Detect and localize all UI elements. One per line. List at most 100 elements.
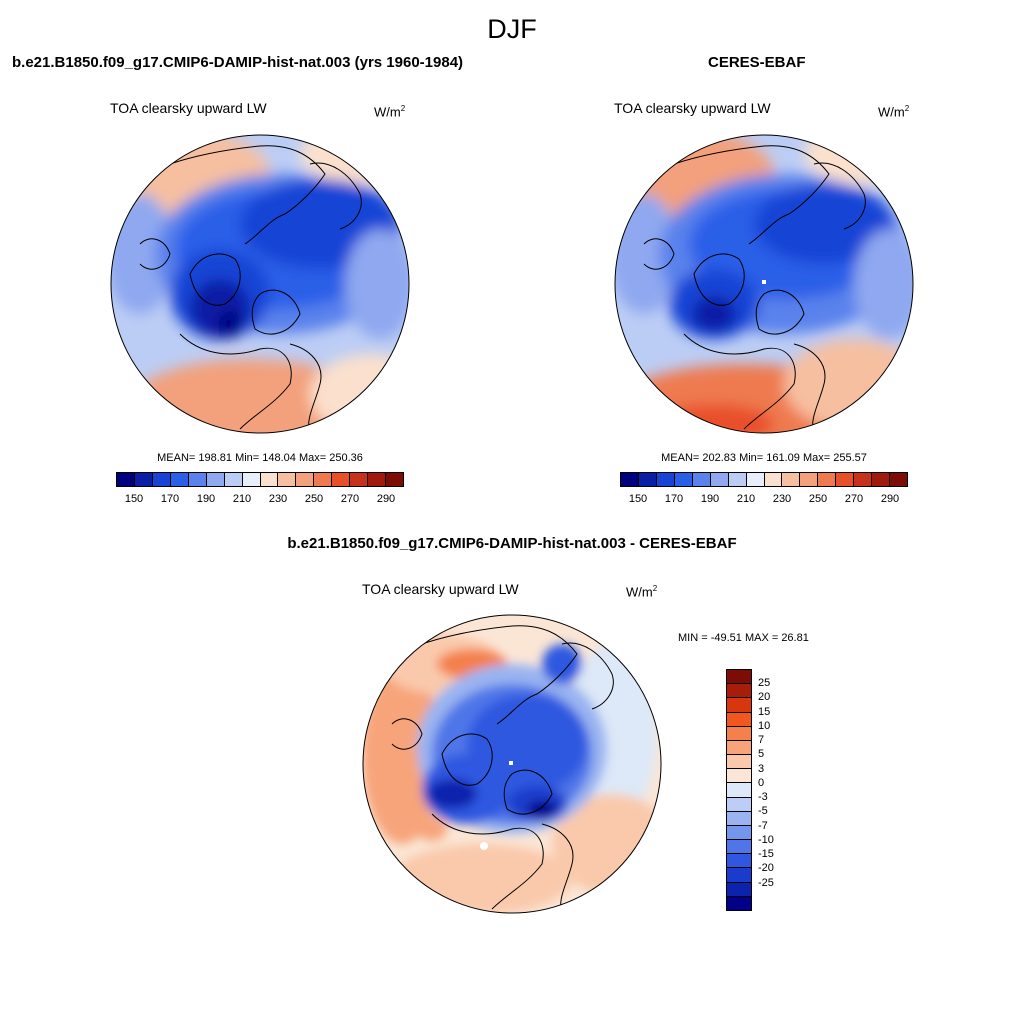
colorbar-swatch <box>872 473 891 486</box>
colorbar-swatch <box>242 473 261 486</box>
colorbar-swatch <box>206 473 225 486</box>
colorbar-swatch <box>727 797 751 812</box>
colorbar-swatch <box>836 473 855 486</box>
colorbar-swatch <box>332 473 351 486</box>
colorbar-swatch <box>674 473 693 486</box>
colorbar-swatch <box>727 811 751 826</box>
figure-title: DJF <box>487 14 537 44</box>
colorbar-swatch <box>727 825 751 841</box>
colorbar-swatch <box>727 712 751 727</box>
colorbar-tick-label: 230 <box>772 493 792 505</box>
model-variable-label: TOA clearsky upward LW <box>110 100 267 116</box>
colorbar-tick-label: 190 <box>196 493 216 505</box>
colorbar-swatch <box>314 473 333 486</box>
colorbar-swatch <box>621 473 639 486</box>
colorbar-swatch <box>170 473 189 486</box>
colorbar-swatch <box>727 670 751 685</box>
colorbar-swatch <box>350 473 369 486</box>
obs-colorbar-ticks: 150 170 190 210 230 250 270 290 <box>620 493 908 507</box>
colorbar-swatch <box>727 783 751 798</box>
colorbar-tick-label: 3 <box>758 762 765 775</box>
obs-polar-map <box>614 134 914 434</box>
colorbar-tick-label: 230 <box>268 493 288 505</box>
obs-panel-title: CERES-EBAF <box>708 54 806 71</box>
model-panel-title: b.e21.B1850.f09_g17.CMIP6-DAMIP-hist-nat… <box>12 54 464 71</box>
colorbar-tick-label: 170 <box>664 493 684 505</box>
model-colorbar <box>116 472 404 487</box>
colorbar-swatch <box>656 473 675 486</box>
colorbar-swatch <box>152 473 171 486</box>
colorbar-swatch <box>727 840 751 855</box>
colorbar-swatch <box>368 473 387 486</box>
colorbar-swatch <box>727 868 751 883</box>
diff-panel-title: b.e21.B1850.f09_g17.CMIP6-DAMIP-hist-nat… <box>287 535 737 552</box>
colorbar-swatch <box>638 473 657 486</box>
colorbar-tick-label: 290 <box>376 493 396 505</box>
obs-variable-label: TOA clearsky upward LW <box>614 100 771 116</box>
colorbar-tick-label: 10 <box>758 719 771 732</box>
colorbar-swatch <box>727 740 751 756</box>
colorbar-swatch <box>727 882 751 897</box>
colorbar-tick-label: -15 <box>758 848 774 861</box>
colorbar-swatch <box>260 473 279 486</box>
colorbar-swatch <box>134 473 153 486</box>
colorbar-tick-label: 190 <box>700 493 720 505</box>
obs-stats-text: MEAN= 202.83 Min= 161.09 Max= 255.57 <box>661 452 867 464</box>
diff-polar-map <box>362 614 662 914</box>
colorbar-swatch <box>117 473 135 486</box>
colorbar-swatch <box>727 698 751 713</box>
colorbar-swatch <box>692 473 711 486</box>
model-colorbar-ticks: 150 170 190 210 230 250 270 290 <box>116 493 404 507</box>
colorbar-tick-label: 25 <box>758 677 771 690</box>
colorbar-tick-label: 210 <box>232 493 252 505</box>
colorbar-tick-label: 150 <box>124 493 144 505</box>
colorbar-tick-label: -3 <box>758 791 768 804</box>
colorbar-tick-label: 0 <box>758 776 765 789</box>
colorbar-swatch <box>296 473 315 486</box>
diff-minmax-text: MIN = -49.51 MAX = 26.81 <box>678 632 809 644</box>
model-units-label: W/m2 <box>374 104 406 120</box>
colorbar-tick-label: -20 <box>758 862 774 875</box>
colorbar-swatch <box>727 684 751 699</box>
colorbar-swatch <box>727 769 751 784</box>
colorbar-tick-label: 290 <box>880 493 900 505</box>
colorbar-tick-label: 170 <box>160 493 180 505</box>
colorbar-tick-label: 5 <box>758 748 765 761</box>
colorbar-tick-label: 250 <box>304 493 324 505</box>
colorbar-swatch <box>890 473 907 486</box>
colorbar-swatch <box>727 755 751 770</box>
colorbar-tick-label: 150 <box>628 493 648 505</box>
colorbar-swatch <box>727 896 751 910</box>
colorbar-swatch <box>728 473 747 486</box>
colorbar-tick-label: 20 <box>758 691 771 704</box>
diff-variable-label: TOA clearsky upward LW <box>362 581 519 597</box>
colorbar-tick-label: -7 <box>758 819 768 832</box>
colorbar-tick-label: 270 <box>844 493 864 505</box>
diff-colorbar <box>726 669 752 911</box>
colorbar-tick-label: 210 <box>736 493 756 505</box>
diff-units-label: W/m2 <box>626 584 658 600</box>
model-polar-map <box>110 134 410 434</box>
colorbar-tick-label: -25 <box>758 876 774 889</box>
colorbar-tick-label: -5 <box>758 805 768 818</box>
colorbar-swatch <box>746 473 765 486</box>
colorbar-swatch <box>710 473 729 486</box>
colorbar-swatch <box>727 854 751 869</box>
colorbar-swatch <box>188 473 207 486</box>
colorbar-swatch <box>854 473 873 486</box>
obs-units-label: W/m2 <box>878 104 910 120</box>
colorbar-tick-label: 250 <box>808 493 828 505</box>
obs-colorbar <box>620 472 908 487</box>
diff-colorbar-ticks: 25 20 15 10 7 5 3 0 -3 -5 -7 -10 -15 -20 -25 <box>758 669 798 911</box>
colorbar-tick-label: -10 <box>758 833 774 846</box>
colorbar-swatch <box>800 473 819 486</box>
colorbar-swatch <box>386 473 403 486</box>
colorbar-tick-label: 15 <box>758 705 771 718</box>
colorbar-tick-label: 7 <box>758 734 765 747</box>
colorbar-swatch <box>727 726 751 741</box>
colorbar-swatch <box>818 473 837 486</box>
colorbar-swatch <box>782 473 801 486</box>
colorbar-swatch <box>278 473 297 486</box>
model-stats-text: MEAN= 198.81 Min= 148.04 Max= 250.36 <box>157 452 363 464</box>
colorbar-tick-label: 270 <box>340 493 360 505</box>
